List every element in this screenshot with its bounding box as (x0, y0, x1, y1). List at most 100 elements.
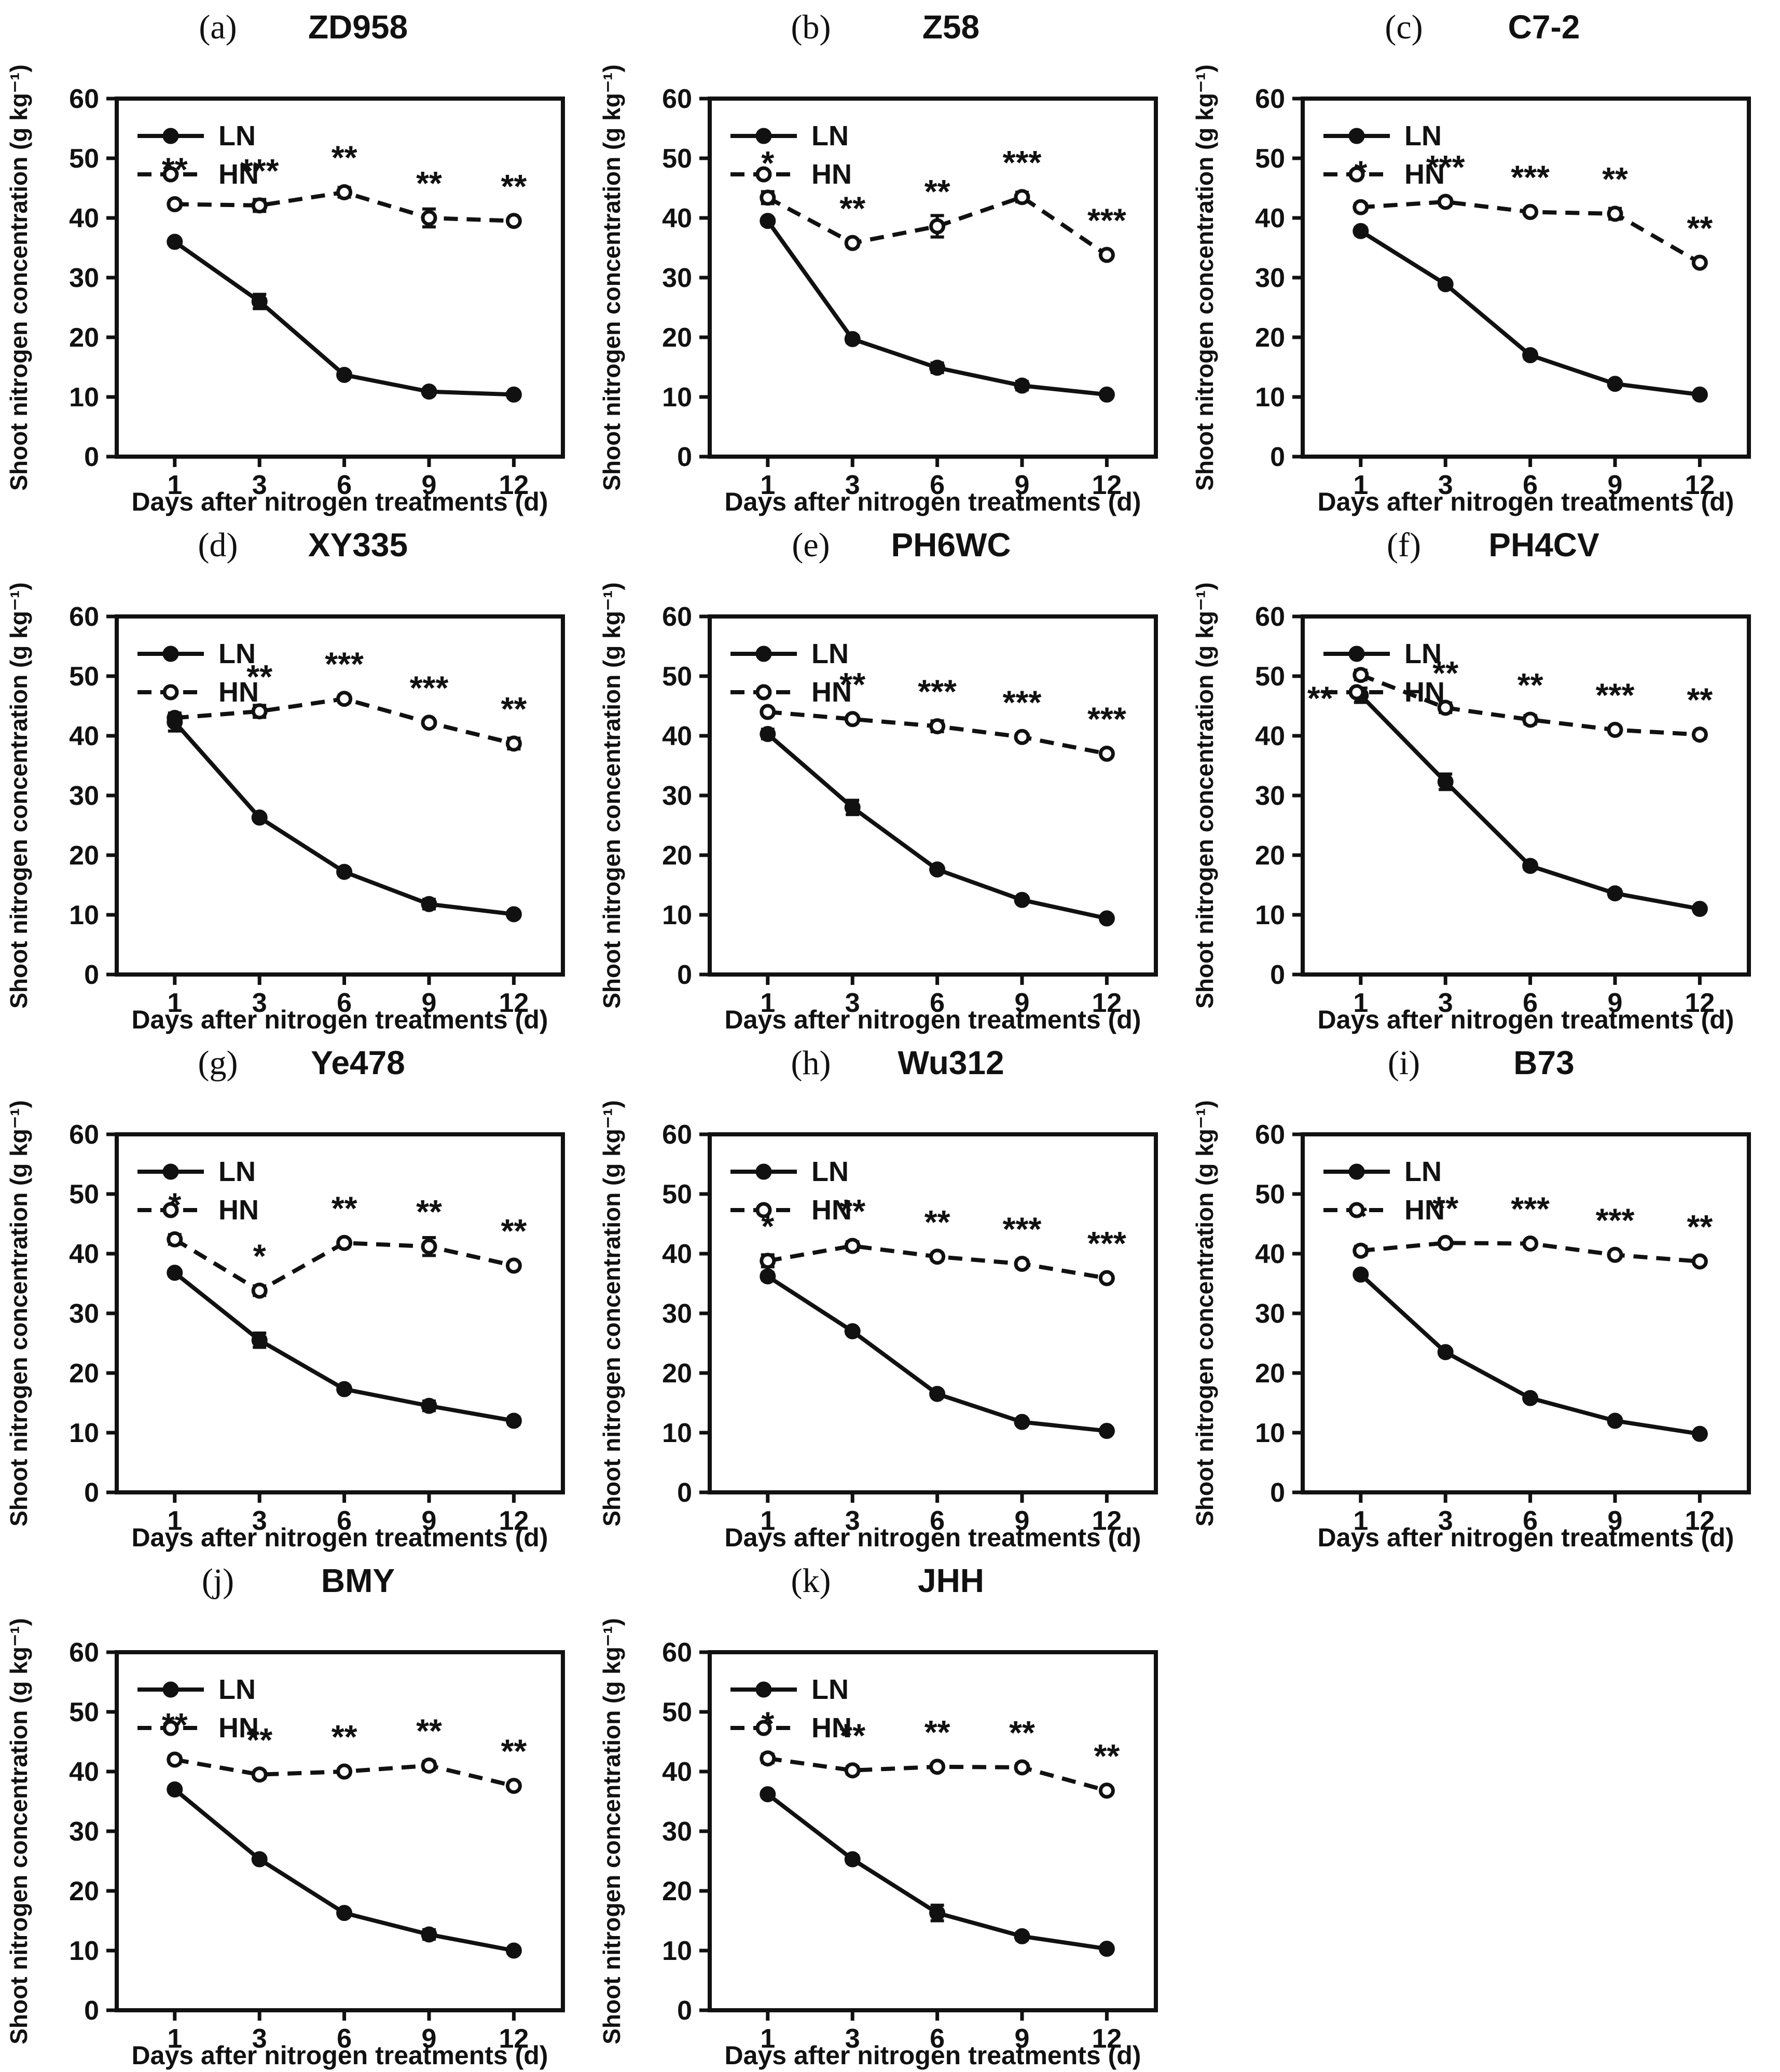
plot-frame (708, 614, 1158, 977)
panel-title: Ye478 (311, 1044, 405, 1081)
panel-title: ZD958 (308, 8, 408, 46)
filled-circle-marker (1607, 885, 1623, 902)
open-circle-marker (1098, 746, 1115, 762)
y-tick-label: 0 (84, 960, 99, 990)
open-circle-marker (336, 184, 353, 201)
x-axis-label: Days after nitrogen treatments (d) (132, 1523, 548, 1552)
legend-label-ln: LN (811, 1156, 849, 1187)
x-tick-label: 9 (422, 988, 437, 1018)
filled-circle-marker (1607, 376, 1623, 392)
y-tick-label: 0 (1270, 1478, 1285, 1508)
significance-marker: ** (925, 1713, 950, 1751)
legend-filled-circle-marker (1348, 646, 1365, 662)
panel-letter: (f) (1387, 526, 1421, 564)
filled-circle-marker (167, 1781, 183, 1797)
x-tick-label: 1 (167, 2024, 182, 2054)
legend-label-ln: LN (1404, 638, 1442, 669)
open-circle-marker (167, 196, 183, 213)
open-circle-marker (760, 1750, 776, 1767)
legend-filled-circle-marker (162, 1163, 179, 1180)
x-tick-label: 6 (337, 2024, 352, 2054)
x-axis-label: Days after nitrogen treatments (d) (1318, 1523, 1734, 1552)
panel-BMY: (j) BMY 0 10 20 30 40 50 60 1 3 6 9 12 Shoot nitrogen … (0, 1554, 593, 2071)
series-line-LN (766, 1274, 1107, 1433)
y-tick-label: 50 (69, 1697, 99, 1727)
y-axis-label: Shoot nitrogen concentration (g kg⁻¹) (5, 1100, 32, 1527)
y-tick-label: 50 (69, 662, 99, 692)
x-tick-label: 1 (760, 2024, 775, 2054)
filled-circle-marker (421, 1926, 437, 1943)
y-tick-label: 0 (677, 960, 692, 990)
y-axis-label: Shoot nitrogen concentration (g kg⁻¹) (5, 64, 32, 491)
filled-circle-marker (844, 1323, 861, 1339)
x-axis-label: Days after nitrogen treatments (d) (725, 2041, 1141, 2070)
x-tick-label: 1 (760, 988, 775, 1018)
filled-circle-marker (1522, 347, 1539, 363)
x-tick-label: 3 (252, 2024, 267, 2054)
y-axis-label: Shoot nitrogen concentration (g kg⁻¹) (1191, 582, 1218, 1009)
x-tick-label: 12 (499, 988, 529, 1018)
y-tick-label: 20 (69, 323, 99, 353)
filled-circle-marker (1014, 377, 1030, 394)
x-tick-label: 9 (1608, 470, 1623, 500)
y-tick-label: 10 (662, 1418, 692, 1448)
plot-frame (1301, 97, 1751, 459)
open-circle-marker (167, 1231, 183, 1247)
x-tick-label: 9 (1015, 1506, 1030, 1536)
y-tick-label: 30 (1255, 263, 1285, 293)
y-tick-label: 40 (662, 1239, 692, 1269)
open-circle-marker (421, 1758, 437, 1774)
x-tick-label: 6 (930, 1506, 945, 1536)
filled-circle-marker (1691, 386, 1708, 403)
open-circle-marker (1098, 1270, 1115, 1286)
y-tick-label: 10 (1255, 382, 1285, 413)
y-axis-label: Shoot nitrogen concentration (g kg⁻¹) (5, 1618, 32, 2044)
legend-open-circle-marker (162, 1202, 179, 1218)
y-tick-label: 30 (69, 263, 99, 293)
legend-label-ln: LN (218, 638, 256, 669)
legend-filled-circle-marker (755, 1163, 772, 1180)
significance-marker: ** (1307, 680, 1333, 717)
open-circle-marker (421, 1238, 437, 1255)
open-circle-marker (251, 197, 268, 214)
chart-BMY: (j) BMY 0 10 20 30 40 50 60 1 3 6 9 12 Shoot nitrogen … (5, 1562, 565, 2070)
filled-circle-marker (760, 213, 776, 229)
y-tick-label: 60 (1255, 602, 1285, 632)
significance-marker: ** (332, 1718, 357, 1755)
significance-marker: *** (1511, 1190, 1550, 1227)
legend: LN HN (137, 120, 259, 190)
filled-circle-marker (336, 863, 353, 880)
open-circle-marker (760, 189, 776, 206)
filled-circle-marker (929, 861, 946, 878)
panel-letter: (c) (1385, 8, 1423, 46)
y-tick-label: 10 (662, 382, 692, 413)
filled-circle-marker (505, 1412, 522, 1429)
panel-C7-2: (c) C7-2 0 10 20 30 40 50 60 1 3 6 9 12 Shoot nitrogen… (1186, 0, 1779, 518)
open-circle-marker (167, 1751, 183, 1768)
filled-circle-marker (1522, 1390, 1539, 1406)
series-line-HN (766, 195, 1108, 257)
legend-open-circle-marker (755, 1202, 772, 1218)
x-tick-label: 3 (1438, 1506, 1453, 1536)
x-tick-label: 3 (1438, 470, 1453, 500)
y-tick-label: 60 (1255, 84, 1285, 114)
y-tick-label: 20 (69, 1876, 99, 1906)
open-circle-marker (760, 1253, 776, 1269)
panel-letter: (k) (791, 1562, 831, 1600)
y-tick-label: 50 (662, 144, 692, 174)
chart-Z58: (b) Z58 0 10 20 30 40 50 60 1 3 6 9 12 Shoot nitrogen … (598, 8, 1158, 516)
y-tick-label: 0 (677, 1996, 692, 2026)
x-tick-label: 3 (252, 1506, 267, 1536)
panel-PH4CV: (f) PH4CV 0 10 20 30 40 50 60 1 3 6 9 12 Shoot nitroge… (1186, 518, 1779, 1036)
x-tick-label: 6 (930, 988, 945, 1018)
legend: LN HN (1323, 1156, 1445, 1226)
series-line-LN (173, 1788, 515, 1953)
significance-marker: *** (918, 673, 957, 710)
filled-circle-marker (1437, 276, 1454, 293)
y-tick-label: 50 (1255, 144, 1285, 174)
panel-title: Wu312 (898, 1044, 1004, 1081)
legend-filled-circle-marker (1348, 128, 1365, 144)
y-tick-label: 60 (69, 602, 99, 632)
x-tick-label: 9 (422, 2024, 437, 2054)
legend-open-circle-marker (1348, 1202, 1365, 1218)
